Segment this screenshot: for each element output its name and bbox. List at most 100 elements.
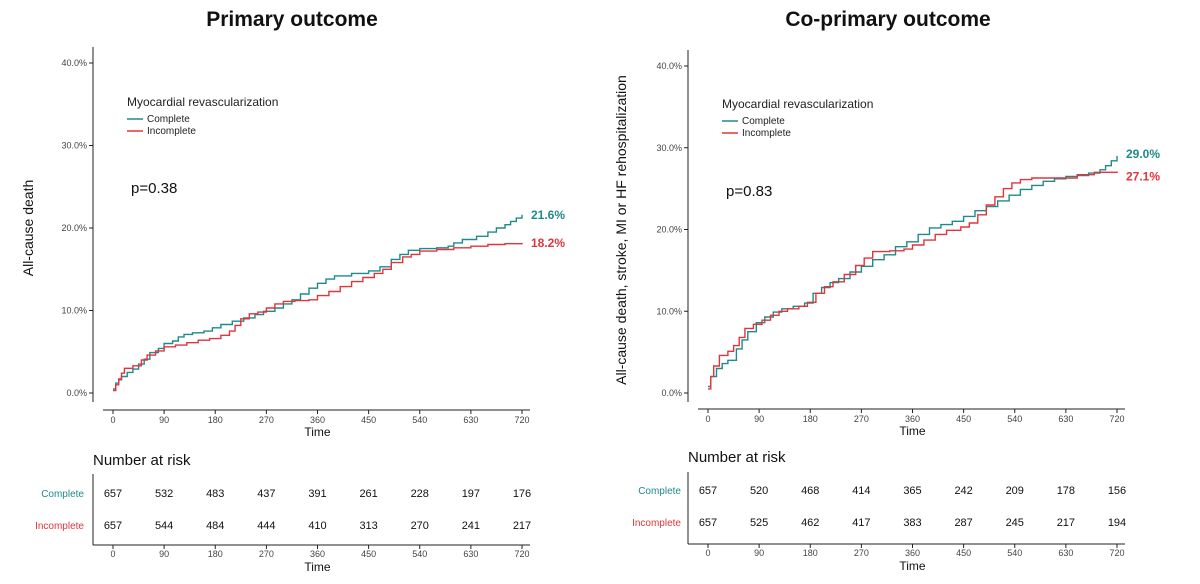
risk-x-tick-label: 720	[514, 549, 529, 559]
risk-x-tick-label: 540	[1007, 548, 1022, 558]
chart-panel-2: Co-primary outcome 0.0% 10.0% 20.0% 30.0% 40.…	[613, 8, 1160, 573]
risk-row-name-complete: Complete	[41, 489, 84, 500]
risk-value: 462	[801, 517, 819, 529]
risk-row-name-incomplete: Incomplete	[632, 518, 681, 529]
risk-value: 414	[852, 485, 870, 497]
risk-x-tick-label: 450	[361, 549, 376, 559]
risk-x-axis-title: Time	[899, 559, 926, 573]
x-axis-title: Time	[304, 425, 331, 439]
risk-row-name-incomplete: Incomplete	[35, 521, 84, 532]
y-tick-label: 0.0%	[661, 388, 682, 398]
risk-row-name-complete: Complete	[638, 486, 681, 497]
x-tick-label: 630	[463, 415, 478, 425]
risk-x-tick-label: 540	[412, 549, 427, 559]
risk-table-title: Number at risk	[93, 452, 191, 469]
risk-value: 197	[462, 488, 480, 500]
risk-value: 657	[699, 517, 717, 529]
risk-x-tick-label: 180	[803, 548, 818, 558]
y-tick-label: 40.0%	[656, 61, 682, 71]
y-tick-label: 30.0%	[61, 141, 87, 151]
legend-item-complete: Complete	[147, 114, 190, 125]
x-tick-label: 270	[854, 414, 869, 424]
x-tick-label: 0	[110, 415, 115, 425]
risk-value: 444	[257, 520, 275, 532]
risk-value: 437	[257, 488, 275, 500]
x-tick-label: 540	[1007, 414, 1022, 424]
risk-value: 209	[1006, 485, 1024, 497]
x-tick-label: 180	[803, 414, 818, 424]
risk-table-title: Number at risk	[688, 449, 786, 466]
risk-x-tick-label: 360	[310, 549, 325, 559]
chart-title: Primary outcome	[206, 8, 378, 31]
x-tick-label: 540	[412, 415, 427, 425]
legend-item-incomplete: Incomplete	[147, 126, 196, 137]
risk-value: 365	[903, 485, 921, 497]
end-label-complete: 29.0%	[1126, 147, 1160, 161]
p-value: p=0.83	[726, 183, 772, 200]
x-tick-label: 360	[310, 415, 325, 425]
end-label-incomplete: 18.2%	[531, 236, 565, 250]
y-tick-label: 10.0%	[61, 306, 87, 316]
risk-value: 178	[1057, 485, 1075, 497]
risk-x-tick-label: 0	[110, 549, 115, 559]
chart-title: Co-primary outcome	[785, 8, 990, 31]
risk-x-tick-label: 720	[1109, 548, 1124, 558]
risk-x-tick-label: 90	[159, 549, 169, 559]
risk-value: 657	[699, 485, 717, 497]
y-tick-label: 30.0%	[656, 143, 682, 153]
x-tick-label: 360	[905, 414, 920, 424]
risk-value: 532	[155, 488, 173, 500]
x-tick-label: 720	[514, 415, 529, 425]
risk-value: 484	[206, 520, 224, 532]
y-axis-title: All-cause death, stroke, MI or HF rehosp…	[613, 75, 629, 385]
series-line-incomplete	[113, 242, 523, 392]
x-tick-label: 630	[1058, 414, 1073, 424]
risk-value: 176	[513, 488, 531, 500]
risk-value: 217	[513, 520, 531, 532]
risk-value: 245	[1006, 517, 1024, 529]
series-line-complete	[113, 214, 523, 390]
risk-value: 217	[1057, 517, 1075, 529]
x-axis-title: Time	[899, 424, 926, 438]
risk-value: 657	[104, 520, 122, 532]
risk-value: 520	[750, 485, 768, 497]
risk-value: 657	[104, 488, 122, 500]
x-tick-label: 450	[361, 415, 376, 425]
risk-value: 194	[1108, 517, 1126, 529]
risk-x-tick-label: 270	[259, 549, 274, 559]
end-label-complete: 21.6%	[531, 208, 565, 222]
end-label-incomplete: 27.1%	[1126, 169, 1160, 183]
y-tick-label: 0.0%	[66, 388, 87, 398]
legend-title: Myocardial revascularization	[722, 97, 873, 111]
risk-value: 241	[462, 520, 480, 532]
x-tick-label: 270	[259, 415, 274, 425]
risk-value: 383	[903, 517, 921, 529]
risk-x-tick-label: 630	[463, 549, 478, 559]
risk-value: 525	[750, 517, 768, 529]
series-line-complete	[708, 155, 1118, 388]
risk-x-tick-label: 360	[905, 548, 920, 558]
risk-value: 287	[954, 517, 972, 529]
risk-x-tick-label: 270	[854, 548, 869, 558]
risk-value: 483	[206, 488, 224, 500]
x-tick-label: 0	[705, 414, 710, 424]
risk-value: 468	[801, 485, 819, 497]
risk-value: 410	[308, 520, 326, 532]
risk-value: 228	[411, 488, 429, 500]
y-tick-label: 20.0%	[656, 225, 682, 235]
x-tick-label: 450	[956, 414, 971, 424]
p-value: p=0.38	[131, 180, 177, 197]
risk-value: 417	[852, 517, 870, 529]
legend-item-complete: Complete	[742, 116, 785, 127]
risk-x-tick-label: 450	[956, 548, 971, 558]
x-tick-label: 90	[754, 414, 764, 424]
y-tick-label: 20.0%	[61, 223, 87, 233]
risk-value: 391	[308, 488, 326, 500]
x-tick-label: 180	[208, 415, 223, 425]
risk-value: 242	[954, 485, 972, 497]
risk-value: 156	[1108, 485, 1126, 497]
legend-title: Myocardial revascularization	[127, 95, 278, 109]
x-tick-label: 90	[159, 415, 169, 425]
y-axis-title: All-cause death	[20, 180, 36, 277]
